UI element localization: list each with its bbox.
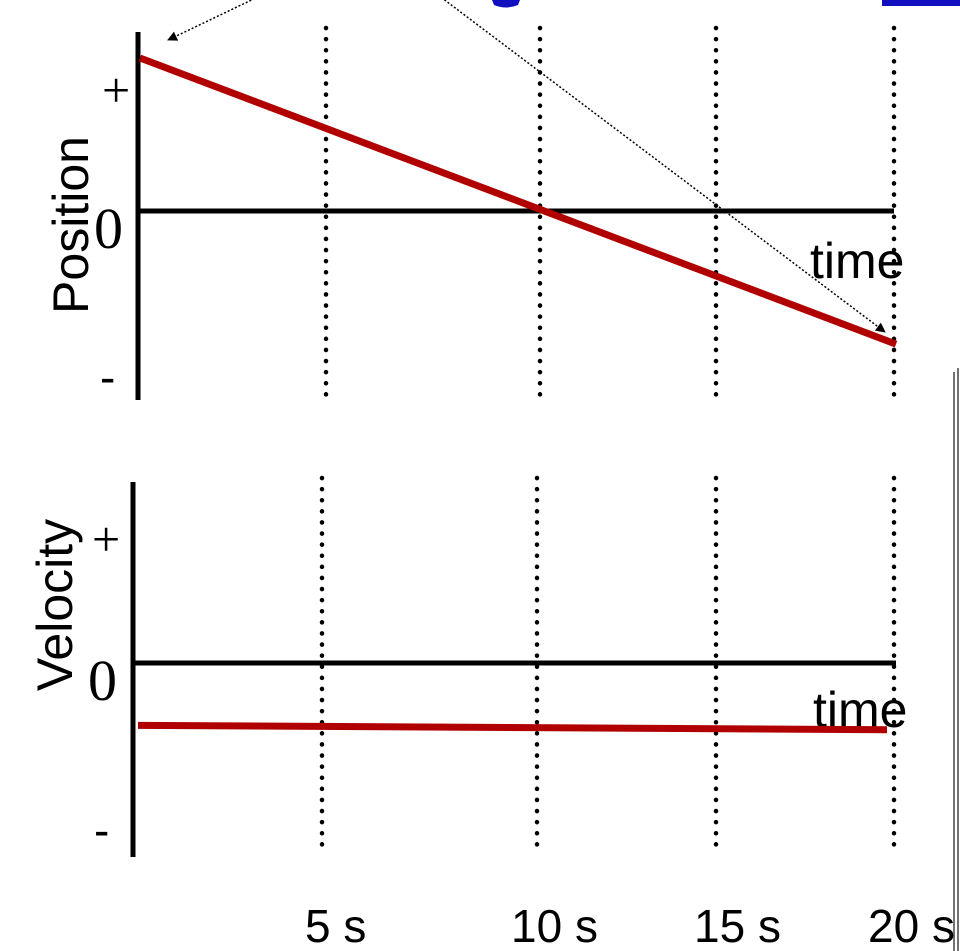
annotation-arrow-right bbox=[443, 0, 886, 333]
cropped-title-fragments bbox=[492, 0, 960, 8]
cropped-title-underline bbox=[882, 0, 960, 6]
x-axis-label: time bbox=[810, 233, 904, 289]
y-tick-label: - bbox=[100, 351, 115, 403]
position-panel: +0 -Position time bbox=[43, 25, 904, 403]
x-tick-label: 5 s bbox=[305, 900, 366, 951]
series-line bbox=[138, 54, 898, 348]
y-tick-label: + bbox=[102, 62, 130, 118]
y-axis-label: Position bbox=[43, 136, 99, 314]
y-tick-label: 0 bbox=[88, 648, 117, 713]
annotation-arrows bbox=[167, 0, 886, 333]
x-tick-label: 20 s bbox=[868, 900, 955, 951]
x-tick-label: 15 s bbox=[694, 900, 781, 951]
y-axis-label: Velocity bbox=[27, 519, 83, 691]
cropped-frame-right bbox=[953, 368, 959, 951]
annotation-arrow-left bbox=[167, 0, 254, 41]
y-tick-label: + bbox=[92, 511, 120, 567]
y-tick-label: 0 bbox=[94, 196, 123, 261]
y-tick-label: - bbox=[94, 804, 109, 856]
cropped-title-glyph bbox=[492, 0, 520, 8]
x-tick-labels: 5 s 10 s 15 s 20 s bbox=[305, 900, 955, 951]
x-tick-label: 10 s bbox=[511, 900, 598, 951]
series-line bbox=[137, 721, 888, 734]
